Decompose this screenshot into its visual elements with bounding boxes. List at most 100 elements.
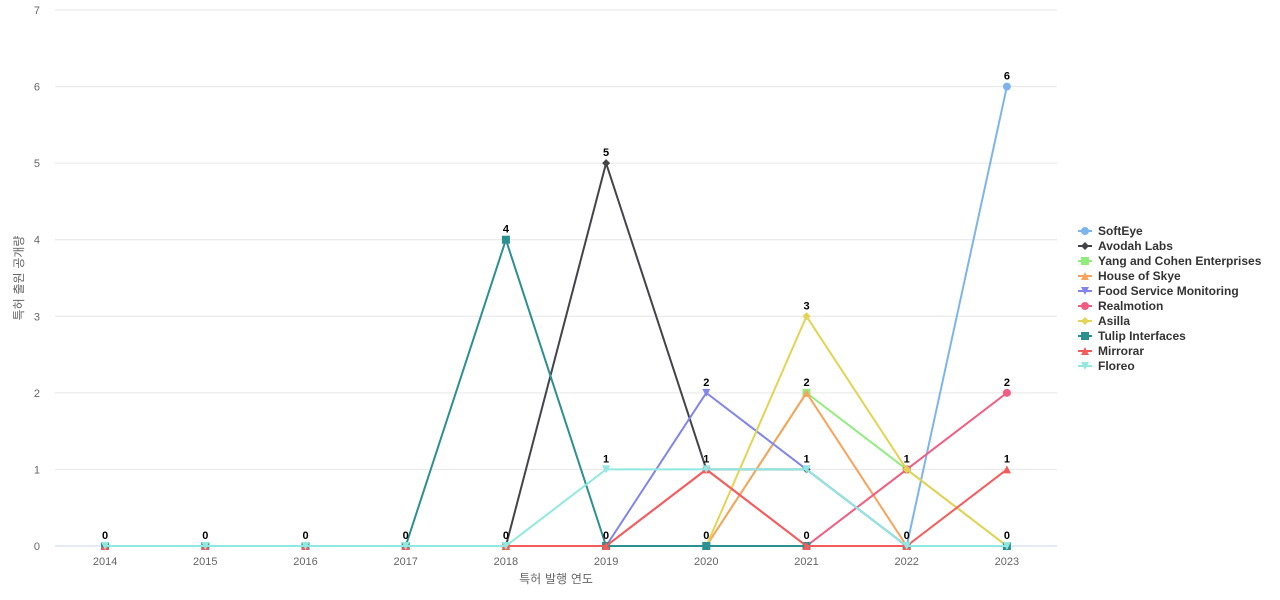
legend-item[interactable]: House of Skye (1078, 269, 1181, 283)
data-point[interactable] (301, 542, 310, 550)
data-label: 0 (603, 530, 609, 542)
data-label: 0 (403, 530, 409, 542)
series-line[interactable] (105, 162, 1007, 547)
legend-marker (1081, 347, 1089, 355)
legend-marker (1081, 287, 1089, 295)
legend-marker (1081, 272, 1089, 280)
data-point[interactable] (802, 542, 811, 550)
data-label: 0 (904, 530, 910, 542)
data-label: 0 (503, 530, 509, 542)
data-label: 1 (603, 453, 609, 465)
y-axis-title: 특허 출원 공개량 (12, 236, 26, 321)
data-point[interactable] (902, 465, 911, 474)
legend-item[interactable]: Mirrorar (1078, 344, 1144, 358)
data-point[interactable] (802, 465, 811, 474)
legend-label: SoftEye (1098, 224, 1143, 238)
legend-item[interactable]: SoftEye (1078, 224, 1143, 238)
data-point[interactable] (1002, 465, 1011, 474)
x-tick-label: 2014 (93, 556, 117, 568)
data-point[interactable] (902, 542, 911, 550)
x-tick-label: 2022 (894, 556, 918, 568)
data-point[interactable] (802, 388, 811, 397)
data-label: 0 (102, 530, 108, 542)
y-axis-ticks: 0 1 2 3 4 5 6 7 (34, 5, 40, 553)
series-asilla (101, 312, 1011, 550)
data-point[interactable] (602, 542, 611, 550)
legend-item[interactable]: Tulip Interfaces (1078, 329, 1186, 343)
legend-label: Tulip Interfaces (1098, 329, 1186, 343)
data-label: 2 (1004, 377, 1010, 389)
y-tick-label: 3 (34, 311, 40, 323)
legend-label: Yang and Cohen Enterprises (1098, 254, 1262, 268)
data-point[interactable] (501, 542, 510, 550)
data-label: 3 (803, 300, 809, 312)
x-tick-label: 2015 (193, 556, 217, 568)
x-tick-label: 2023 (995, 556, 1019, 568)
data-point[interactable] (602, 465, 611, 474)
x-tick-label: 2019 (594, 556, 618, 568)
x-axis-ticks: 2014 2015 2016 2017 2018 2019 2020 2021 2022 2023 (93, 556, 1019, 568)
data-point[interactable] (1002, 82, 1011, 91)
data-label: 1 (904, 453, 910, 465)
x-tick-label: 2021 (794, 556, 818, 568)
legend-item[interactable]: Yang and Cohen Enterprises (1078, 254, 1262, 268)
legend-marker (1081, 362, 1089, 370)
data-label: 6 (1004, 71, 1010, 83)
x-tick-label: 2018 (494, 556, 518, 568)
legend-item[interactable]: Asilla (1078, 314, 1130, 328)
y-tick-label: 2 (34, 388, 40, 400)
legend-label: Realmotion (1098, 299, 1163, 313)
legend-item[interactable]: Floreo (1078, 359, 1135, 373)
data-point[interactable] (702, 542, 711, 550)
data-label: 0 (803, 530, 809, 542)
data-point[interactable] (101, 542, 110, 550)
y-tick-label: 5 (34, 158, 40, 170)
legend-marker (1081, 332, 1089, 340)
legend-item[interactable]: Food Service Monitoring (1078, 284, 1239, 298)
data-point[interactable] (401, 542, 410, 550)
legend-label: Mirrorar (1098, 344, 1144, 358)
series-avodah-labs (101, 159, 1011, 550)
data-point[interactable] (802, 312, 811, 321)
data-label: 1 (1004, 453, 1010, 465)
legend-marker (1081, 257, 1089, 265)
data-point[interactable] (602, 159, 611, 168)
x-axis-title: 특허 발행 연도 (519, 571, 593, 586)
y-tick-label: 6 (34, 82, 40, 94)
legend-label: Food Service Monitoring (1098, 284, 1239, 298)
data-label: 0 (1004, 530, 1010, 542)
legend-label: Asilla (1098, 314, 1130, 328)
legend-item[interactable]: Avodah Labs (1078, 239, 1173, 253)
y-tick-label: 0 (34, 541, 40, 553)
data-point[interactable] (501, 235, 510, 244)
data-label: 1 (803, 453, 809, 465)
legend-marker (1081, 317, 1089, 325)
data-label: 2 (703, 377, 709, 389)
data-label: 0 (302, 530, 308, 542)
legend-marker (1081, 242, 1089, 250)
series-floreo (101, 465, 1011, 550)
legend-marker (1081, 302, 1089, 310)
data-point[interactable] (201, 542, 210, 550)
series-line[interactable] (105, 468, 1007, 547)
y-tick-label: 7 (34, 5, 40, 17)
legend-item[interactable]: Realmotion (1078, 299, 1163, 313)
legend-label: Floreo (1098, 359, 1135, 373)
y-tick-label: 4 (34, 235, 40, 247)
legend-label: House of Skye (1098, 269, 1181, 283)
data-point[interactable] (1002, 542, 1011, 550)
x-tick-label: 2016 (293, 556, 317, 568)
data-label: 5 (603, 147, 609, 159)
data-point[interactable] (702, 465, 711, 474)
data-label: 2 (803, 377, 809, 389)
data-point[interactable] (702, 388, 711, 397)
data-label: 0 (202, 530, 208, 542)
legend-marker (1081, 227, 1089, 235)
series-layer (101, 82, 1011, 550)
data-point[interactable] (1002, 388, 1011, 397)
data-label: 1 (703, 453, 709, 465)
data-label: 0 (703, 530, 709, 542)
